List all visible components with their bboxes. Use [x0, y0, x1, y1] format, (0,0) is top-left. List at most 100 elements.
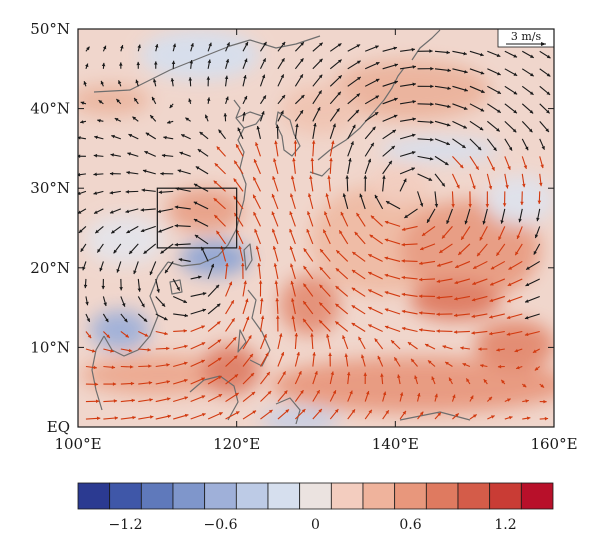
- wind-vector-significant: [155, 346, 170, 351]
- wind-vector: [237, 127, 244, 140]
- wind-vector-significant: [242, 410, 257, 420]
- wind-vector: [142, 169, 156, 175]
- wind-vector-significant: [368, 253, 383, 262]
- wind-vector: [125, 208, 139, 214]
- wind-vector-significant: [225, 281, 233, 297]
- reference-vector-legend: 3 m/s: [497, 28, 555, 48]
- wind-vector: [133, 261, 139, 275]
- wind-vector: [382, 97, 398, 105]
- wind-vector-significant: [242, 298, 249, 315]
- wind-vector: [504, 85, 518, 95]
- wind-vector-significant: [103, 399, 118, 403]
- wind-vector: [109, 171, 121, 176]
- wind-vector-significant: [291, 298, 296, 315]
- wind-vector-significant: [225, 336, 237, 350]
- wind-vector-significant: [354, 231, 366, 245]
- wind-vector-significant: [471, 295, 488, 302]
- wind-vector: [417, 137, 434, 142]
- wind-vector: [78, 226, 87, 234]
- wind-vector-significant: [225, 392, 239, 402]
- wind-vector-significant: [453, 313, 470, 318]
- wind-vector: [145, 132, 157, 140]
- wind-vector: [347, 93, 361, 105]
- wind-vector: [347, 124, 356, 140]
- lon-tick-label: 120°E: [213, 435, 260, 453]
- wind-vector-significant: [427, 359, 436, 367]
- wind-vector-significant: [274, 280, 279, 297]
- lat-tick-label: 20°N: [30, 259, 70, 277]
- wind-vector: [93, 190, 104, 195]
- wind-vector: [195, 166, 209, 175]
- wind-vector: [161, 153, 174, 158]
- wind-vector-significant: [367, 289, 383, 297]
- wind-vector: [178, 257, 191, 262]
- wind-vector: [110, 153, 121, 157]
- wind-vector: [399, 151, 416, 157]
- wind-vector-significant: [225, 299, 235, 315]
- wind-vector-significant: [358, 336, 366, 350]
- wind-vector-significant: [335, 285, 349, 297]
- wind-vector: [277, 74, 285, 87]
- wind-vector-significant: [335, 249, 349, 262]
- wind-vector-significant: [452, 413, 460, 420]
- wind-vector: [256, 125, 262, 139]
- wind-vector-significant: [419, 328, 436, 333]
- wind-vector-significant: [253, 158, 261, 175]
- wind-vector: [500, 208, 506, 224]
- wind-vector: [259, 111, 265, 122]
- wind-vector: [133, 97, 139, 105]
- wind-vector: [207, 263, 215, 280]
- wind-vector: [312, 90, 323, 105]
- colorbar-swatch: [299, 482, 332, 510]
- lat-tick-label: 50°N: [30, 20, 70, 38]
- wind-vector-significant: [289, 211, 296, 227]
- wind-vector-significant: [254, 228, 261, 245]
- wind-vector: [417, 49, 433, 53]
- colorbar-swatch: [394, 482, 427, 510]
- wind-vector: [143, 243, 157, 255]
- wind-vector: [141, 188, 156, 192]
- wind-vector: [190, 291, 207, 297]
- wind-vector-significant: [514, 348, 523, 353]
- wind-vector-significant: [483, 378, 488, 385]
- colorbar-swatch: [172, 482, 206, 510]
- wind-vector-significant: [213, 180, 226, 192]
- wind-vector: [452, 50, 467, 56]
- wind-vector-significant: [472, 260, 488, 270]
- wind-vector: [400, 65, 417, 70]
- wind-vector-significant: [190, 412, 206, 420]
- wind-vector-significant: [294, 408, 306, 420]
- wind-vector: [179, 151, 191, 157]
- map-panel: 3 m/s: [77, 28, 555, 428]
- wind-vector-significant: [442, 345, 453, 350]
- wind-vector-significant: [485, 191, 490, 208]
- wind-vector: [469, 138, 482, 151]
- wind-vector-significant: [384, 238, 401, 245]
- wind-vector: [109, 190, 121, 195]
- wind-vector-significant: [120, 415, 136, 420]
- colorbar-swatch: [77, 482, 111, 510]
- wind-vector: [102, 45, 107, 52]
- wind-vector: [452, 103, 468, 110]
- wind-vector-significant: [294, 389, 304, 402]
- wind-vector: [120, 44, 124, 52]
- wind-vector-significant: [260, 409, 273, 420]
- wind-vector: [521, 120, 533, 133]
- colorbar-swatch: [235, 482, 269, 510]
- wind-vector-significant: [469, 414, 477, 420]
- wind-vector-significant: [401, 242, 418, 247]
- wind-vector: [137, 296, 145, 308]
- wind-vector: [487, 50, 501, 57]
- wind-vector: [382, 80, 399, 87]
- region-box: [156, 187, 238, 249]
- wind-vector-significant: [120, 348, 133, 353]
- wind-vector-significant: [289, 246, 296, 262]
- colorbar-tick-label: 0.6: [399, 517, 421, 533]
- wind-vector: [172, 43, 177, 52]
- wind-vector-significant: [155, 397, 171, 403]
- wind-vector-significant: [85, 365, 98, 370]
- wind-vector: [174, 242, 191, 247]
- wind-vector: [446, 208, 453, 225]
- wind-vector-significant: [486, 173, 493, 190]
- wind-vector-significant: [418, 294, 436, 298]
